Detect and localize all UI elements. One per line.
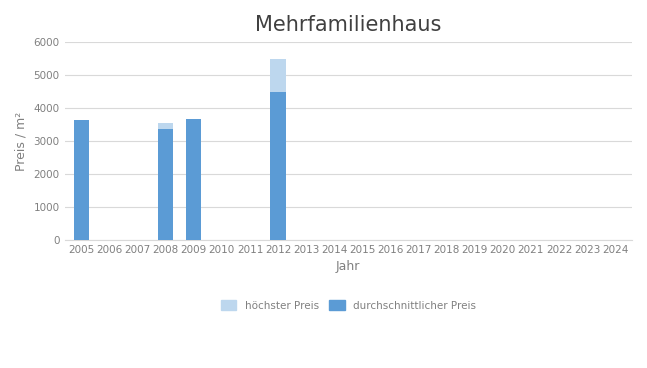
Bar [270,59,286,92]
Bar [158,130,173,240]
Bar [74,120,89,240]
Title: Mehrfamilienhaus: Mehrfamilienhaus [255,15,441,35]
Y-axis label: Preis / m²: Preis / m² [15,112,28,171]
Bar [270,92,286,240]
Bar [158,123,173,130]
Legend: höchster Preis, durchschnittlicher Preis: höchster Preis, durchschnittlicher Preis [221,300,476,311]
Bar [186,118,201,240]
X-axis label: Jahr: Jahr [336,260,360,273]
